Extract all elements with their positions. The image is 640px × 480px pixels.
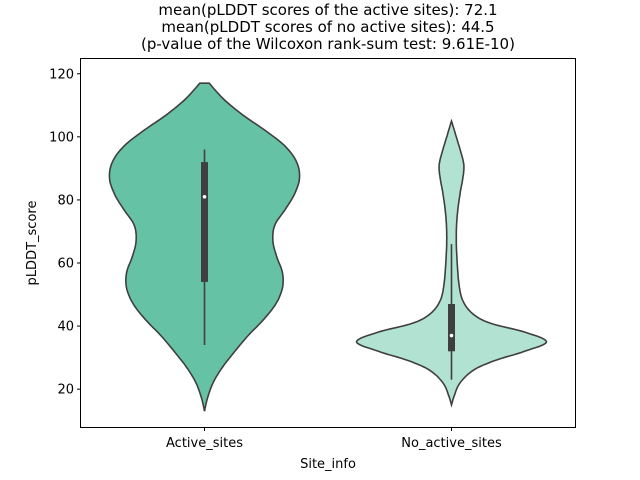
y-tick-label-0: 20 [57,383,74,398]
y-tick-label-3: 80 [57,193,74,208]
violin-median-dot-0 [202,194,207,199]
axes-frame [80,58,576,428]
violin-iqr-box-0 [201,162,208,282]
x-tick-label-1: No_active_sites [401,436,502,451]
y-tick-label-1: 40 [57,320,74,335]
chart-title-line-3: (p-value of the Wilcoxon rank-sum test: … [141,35,515,53]
chart-title-line-1: mean(pLDDT scores of the active sites): … [158,1,497,19]
chart-title-line-2: mean(pLDDT scores of no active sites): 4… [161,18,494,36]
violin-median-dot-1 [449,333,454,338]
violin-iqr-box-1 [448,304,455,352]
y-tick-label-5: 120 [49,67,74,82]
x-axis-label: Site_info [300,457,356,472]
x-tick-label-0: Active_sites [166,436,243,451]
plot-area [108,82,548,412]
y-axis-label: pLDDT_score [25,201,40,286]
y-tick-label-2: 60 [57,257,74,272]
y-tick-label-4: 100 [49,130,74,145]
